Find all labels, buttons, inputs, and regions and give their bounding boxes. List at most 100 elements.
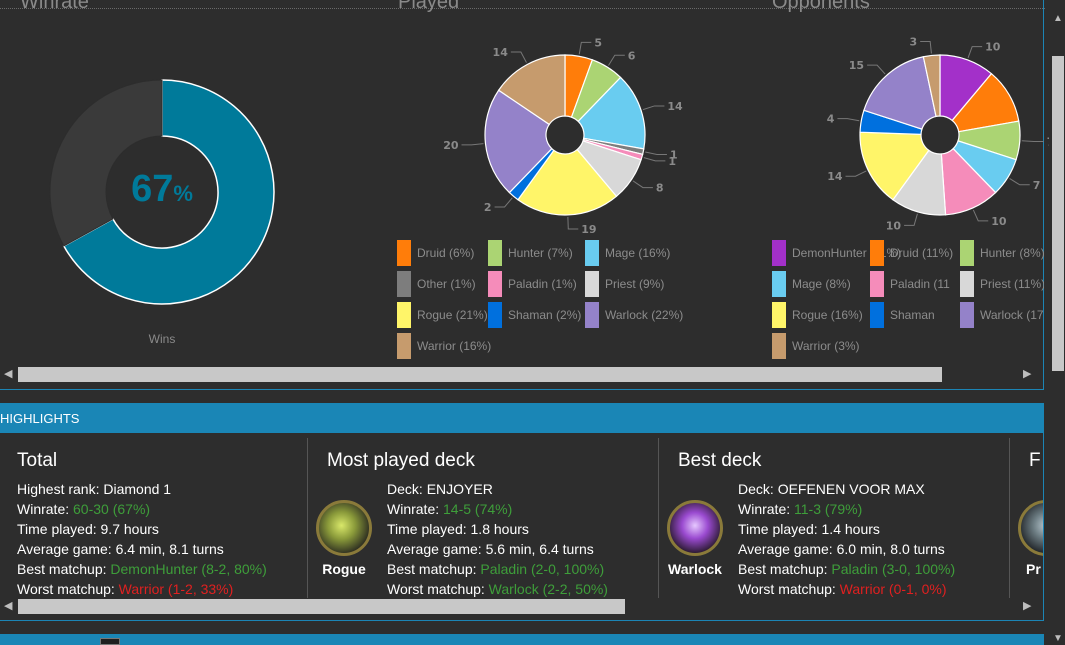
- total-rank: Highest rank: Diamond 1: [17, 481, 267, 501]
- legend-swatch: [585, 240, 599, 266]
- opponents-leader-line: [1009, 178, 1030, 186]
- scroll-down-arrow-icon[interactable]: ▼: [1053, 633, 1063, 644]
- label: Time played:: [738, 521, 822, 537]
- legend-swatch: [960, 240, 974, 266]
- opponents-leader-line: [972, 209, 989, 222]
- opponents-legend: DemonHunter (11%) Druid (11%) Hunter (8%) M…: [772, 240, 1044, 365]
- highlights-horizontal-scroll-thumb[interactable]: [18, 599, 625, 614]
- played-slice-warrior: [497, 54, 566, 126]
- legend-swatch: [488, 271, 502, 297]
- value: 11-3 (79%): [794, 501, 863, 517]
- best-deck-card[interactable]: Deck: OEFENEN VOOR MAX Winrate: 11-3 (79…: [738, 481, 955, 601]
- legend-swatch: [870, 271, 884, 297]
- played-legend-item[interactable]: Rogue (21%): [397, 302, 488, 328]
- top-dotted-separator: [0, 8, 1045, 9]
- played-legend-item[interactable]: Mage (16%): [585, 240, 670, 266]
- played-legend-item[interactable]: Shaman (2%): [488, 302, 581, 328]
- opponents-leader-line: [845, 170, 867, 177]
- winrate-percent-number: 67: [131, 168, 174, 210]
- label: Best matchup:: [17, 561, 111, 577]
- opponents-legend-item[interactable]: Priest (11%): [960, 271, 1044, 297]
- legend-label: Priest (11%): [980, 277, 1044, 291]
- label: Best matchup:: [738, 561, 832, 577]
- played-legend-item[interactable]: Hunter (7%): [488, 240, 573, 266]
- legend-swatch: [397, 333, 411, 359]
- winrate-wins-label: Wins: [148, 332, 176, 346]
- scroll-up-arrow-icon[interactable]: ▲: [1053, 13, 1063, 24]
- top-horizontal-scroll-thumb[interactable]: [18, 367, 942, 382]
- opponents-legend-item[interactable]: Mage (8%): [772, 271, 851, 297]
- best-deck-title: Best deck: [678, 450, 762, 471]
- opponents-leader-line: [867, 64, 886, 75]
- scroll-right-arrow-icon[interactable]: ▶: [1023, 368, 1032, 380]
- most-played-card[interactable]: Deck: ENJOYER Winrate: 14-5 (74%) Time p…: [387, 481, 608, 601]
- played-legend: Druid (6%) Hunter (7%) Mage (16%) Other (1%…: [397, 240, 727, 365]
- played-legend-item[interactable]: Paladin (1%): [488, 271, 577, 297]
- total-card-title: Total: [17, 450, 58, 471]
- most-played-class: Rogue: [322, 561, 366, 577]
- scroll-left-arrow-icon[interactable]: ◀: [4, 600, 13, 612]
- played-slice-warlock: [484, 89, 553, 194]
- legend-swatch: [772, 271, 786, 297]
- played-leader-line: [608, 54, 625, 66]
- legend-swatch: [488, 302, 502, 328]
- total-card: Total Highest rank: Diamond 1 Winrate: 6…: [17, 450, 267, 601]
- scroll-left-arrow-icon[interactable]: ◀: [4, 368, 13, 380]
- deck-winrate: Winrate: 14-5 (74%): [387, 501, 608, 521]
- legend-swatch: [585, 302, 599, 328]
- legend-label: Warrior (3%): [792, 339, 860, 353]
- opponents-slice-warlock: [863, 56, 937, 130]
- played-legend-item[interactable]: Druid (6%): [397, 240, 474, 266]
- legend-label: Hunter (8%): [980, 246, 1044, 260]
- value: 14-5 (74%): [443, 501, 513, 517]
- played-leader-line: [632, 180, 653, 189]
- deck-best-matchup: Best matchup: Paladin (2-0, 100%): [387, 561, 608, 581]
- opponents-legend-item[interactable]: Warrior (3%): [772, 333, 860, 359]
- played-slice-mage: [577, 76, 646, 150]
- deck-average: Average game: 6.0 min, 8.0 turns: [738, 541, 955, 561]
- opponents-title: Opponents: [772, 0, 870, 13]
- value: 1.8 hours: [470, 521, 529, 537]
- played-legend-item[interactable]: Priest (9%): [585, 271, 664, 297]
- deck-time: Time played: 1.8 hours: [387, 521, 608, 541]
- played-leader-line: [510, 51, 527, 63]
- legend-swatch: [585, 271, 599, 297]
- played-leader-line: [567, 216, 579, 230]
- legend-swatch: [397, 240, 411, 266]
- played-legend-item[interactable]: Warlock (22%): [585, 302, 683, 328]
- value: 6.4 min, 8.1 turns: [115, 541, 224, 557]
- played-legend-item[interactable]: Warrior (16%): [397, 333, 491, 359]
- value: 1.4 hours: [821, 521, 880, 537]
- legend-label: Rogue (16%): [792, 308, 863, 322]
- opponents-legend-item[interactable]: Hunter (8%): [960, 240, 1044, 266]
- section-toggle-icon[interactable]: [100, 638, 120, 645]
- highlights-panel: [0, 433, 1044, 621]
- opponents-legend-item[interactable]: Druid (11%): [870, 240, 953, 266]
- highlights-header-label: HIGHLIGHTS: [0, 411, 80, 426]
- opponents-legend-item[interactable]: Paladin (11: [870, 271, 950, 297]
- legend-label: Priest (9%): [605, 277, 665, 291]
- card-divider: [1009, 438, 1010, 598]
- opponents-legend-item[interactable]: Warlock (17%): [960, 302, 1044, 328]
- opponents-slice-warrior: [922, 54, 941, 118]
- deck-average: Average game: 5.6 min, 6.4 turns: [387, 541, 608, 561]
- opponents-slice-label: 10: [991, 215, 1007, 228]
- opponents-legend-item[interactable]: Rogue (16%): [772, 302, 863, 328]
- opponents-legend-item[interactable]: Shaman: [870, 302, 935, 328]
- played-slice-label: 2: [484, 201, 492, 214]
- legend-label: Warlock (17%): [980, 308, 1044, 322]
- value: Warrior (1-2, 33%): [118, 581, 234, 597]
- next-section-header[interactable]: [0, 634, 1044, 645]
- label: Deck:: [738, 481, 778, 497]
- played-legend-item[interactable]: Other (1%): [397, 271, 476, 297]
- legend-swatch: [870, 240, 884, 266]
- played-title: Played: [398, 0, 460, 13]
- deck-winrate: Winrate: 11-3 (79%): [738, 501, 955, 521]
- scroll-right-arrow-icon[interactable]: ▶: [1023, 600, 1032, 612]
- legend-label: Hunter (7%): [508, 246, 573, 260]
- highlights-header[interactable]: HIGHLIGHTS: [0, 403, 1044, 433]
- vertical-scroll-thumb[interactable]: [1052, 56, 1064, 371]
- opponents-pie-chart: 10771010144153: [827, 36, 1055, 233]
- legend-swatch: [397, 302, 411, 328]
- legend-swatch: [772, 333, 786, 359]
